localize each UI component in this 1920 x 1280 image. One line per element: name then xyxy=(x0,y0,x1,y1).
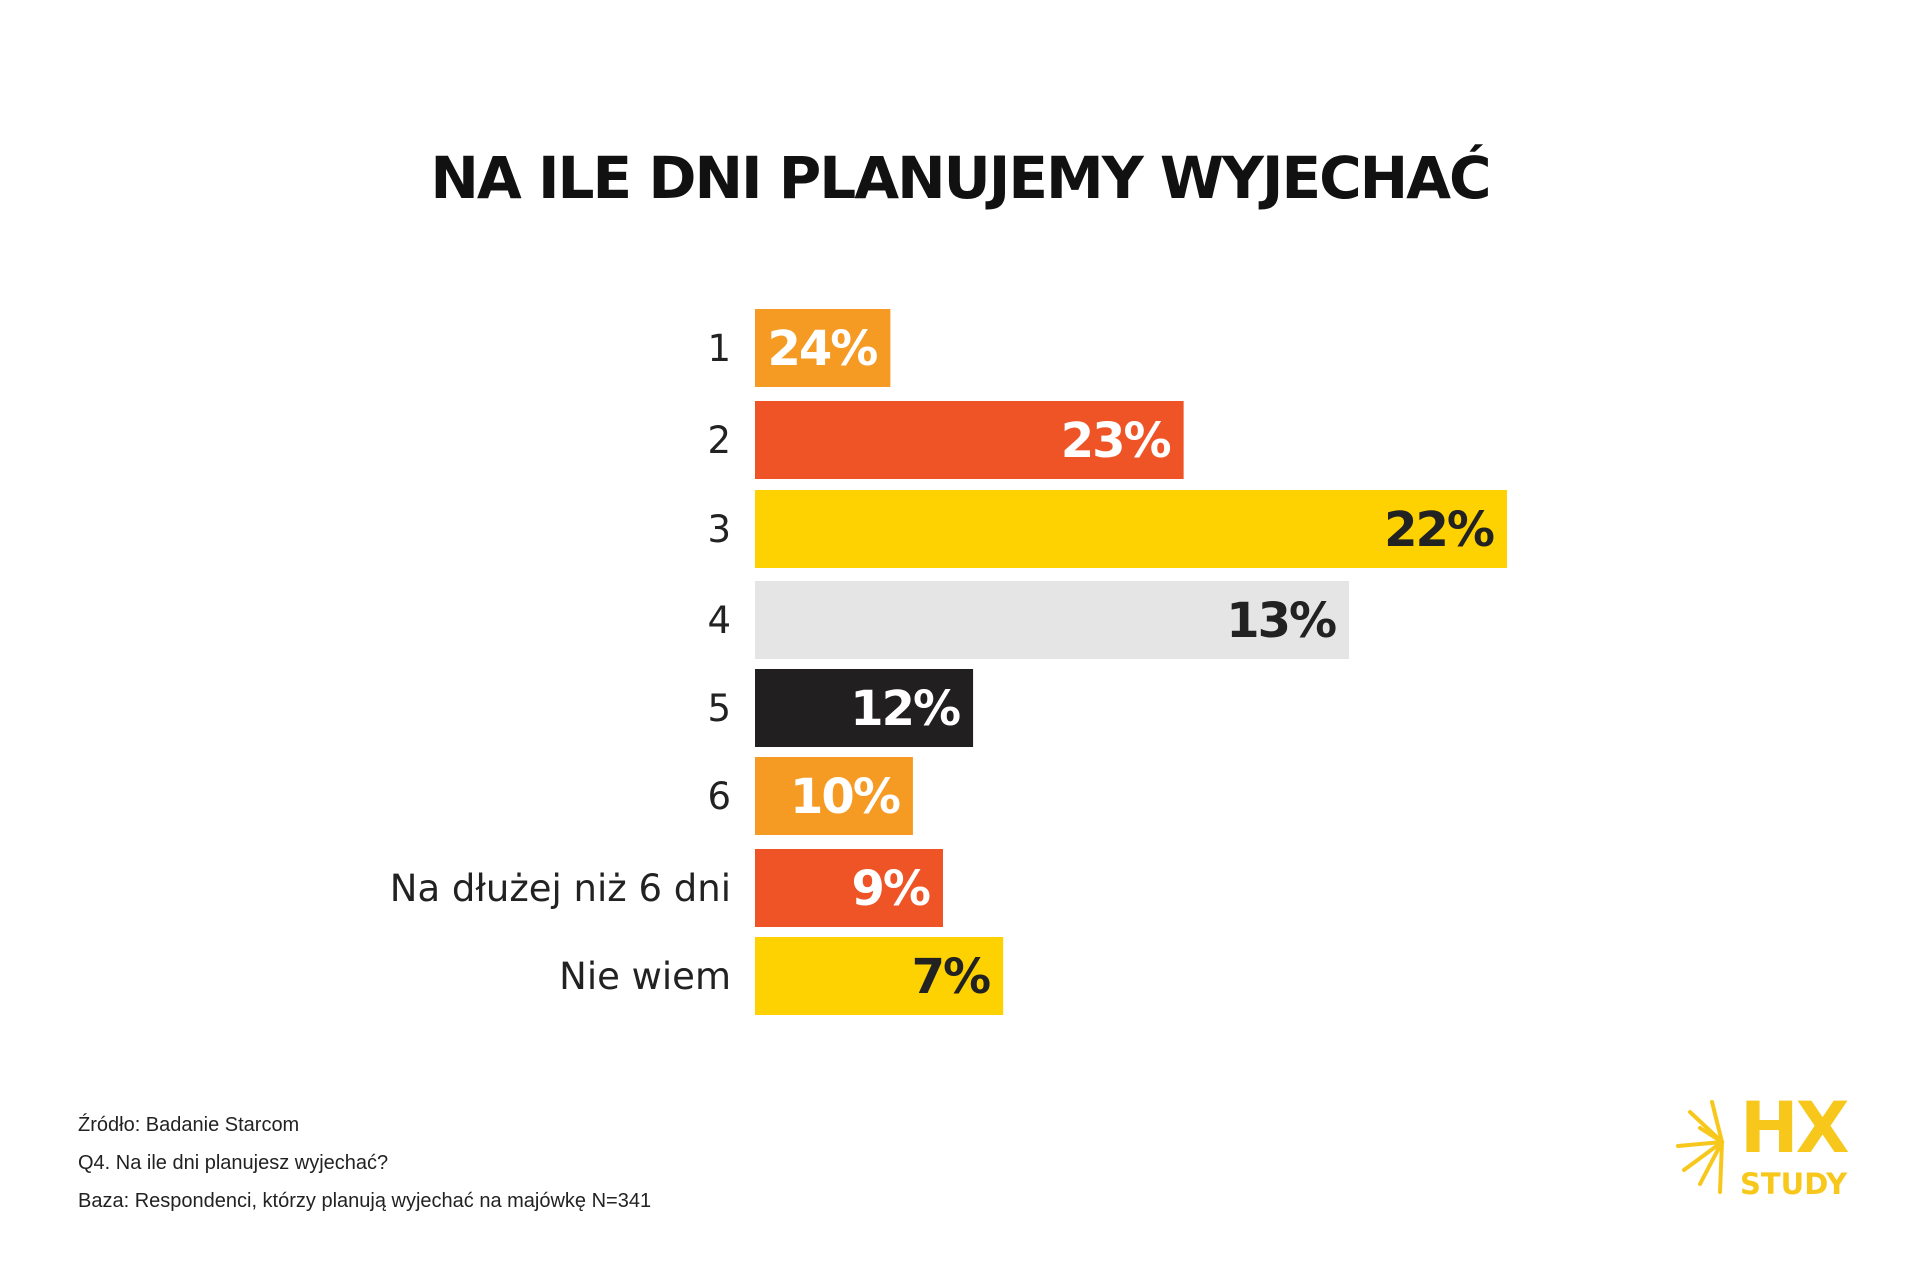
category-label-1: 1 xyxy=(707,327,731,370)
value-label-2: 23% xyxy=(1061,413,1171,469)
category-label-6: 6 xyxy=(707,775,731,818)
bar-3 xyxy=(755,490,1507,568)
category-label-3: 3 xyxy=(707,508,731,551)
bar-5 xyxy=(755,669,974,747)
value-label-6: 10% xyxy=(790,769,900,825)
bar-8 xyxy=(755,937,1004,1015)
value-label-7: 9% xyxy=(852,861,930,917)
value-label-5: 12% xyxy=(850,681,960,737)
hx-study-logo: HX STUDY xyxy=(1670,1088,1860,1206)
category-label-5: 5 xyxy=(707,687,731,730)
category-label-4: 4 xyxy=(707,599,731,642)
bar-6 xyxy=(755,757,913,835)
value-label-3: 22% xyxy=(1384,502,1494,558)
question-note: Q4. Na ile dni planujesz wyjechać? xyxy=(78,1152,389,1174)
footnotes: Źródło: Badanie Starcom Q4. Na ile dni p… xyxy=(78,1106,651,1220)
bar-7 xyxy=(755,849,943,927)
chart-title: NA ILE DNI PLANUJEMY WYJECHAĆ xyxy=(430,144,1491,212)
value-label-1: 24% xyxy=(767,321,877,377)
bar-2 xyxy=(755,401,1184,479)
value-label-8: 7% xyxy=(912,949,990,1005)
category-label-7: Na dłużej niż 6 dni xyxy=(390,867,731,910)
value-label-4: 13% xyxy=(1226,593,1336,649)
logo-sub-text: STUDY xyxy=(1740,1167,1848,1201)
base-note: Baza: Respondenci, którzy planują wyjech… xyxy=(78,1190,652,1212)
sunburst-icon xyxy=(1676,1100,1724,1194)
bar-chart: 1 24% 2 23% 3 22% 4 13% 5 12% 6 10% Na dłużej niż 6 … xyxy=(390,309,1507,1015)
category-label-2: 2 xyxy=(707,419,731,462)
bar-1 xyxy=(755,309,891,387)
category-label-8: Nie wiem xyxy=(559,955,731,998)
logo-main-text: HX xyxy=(1740,1087,1850,1169)
source-note: Źródło: Badanie Starcom xyxy=(78,1114,300,1136)
bar-4 xyxy=(755,581,1350,659)
